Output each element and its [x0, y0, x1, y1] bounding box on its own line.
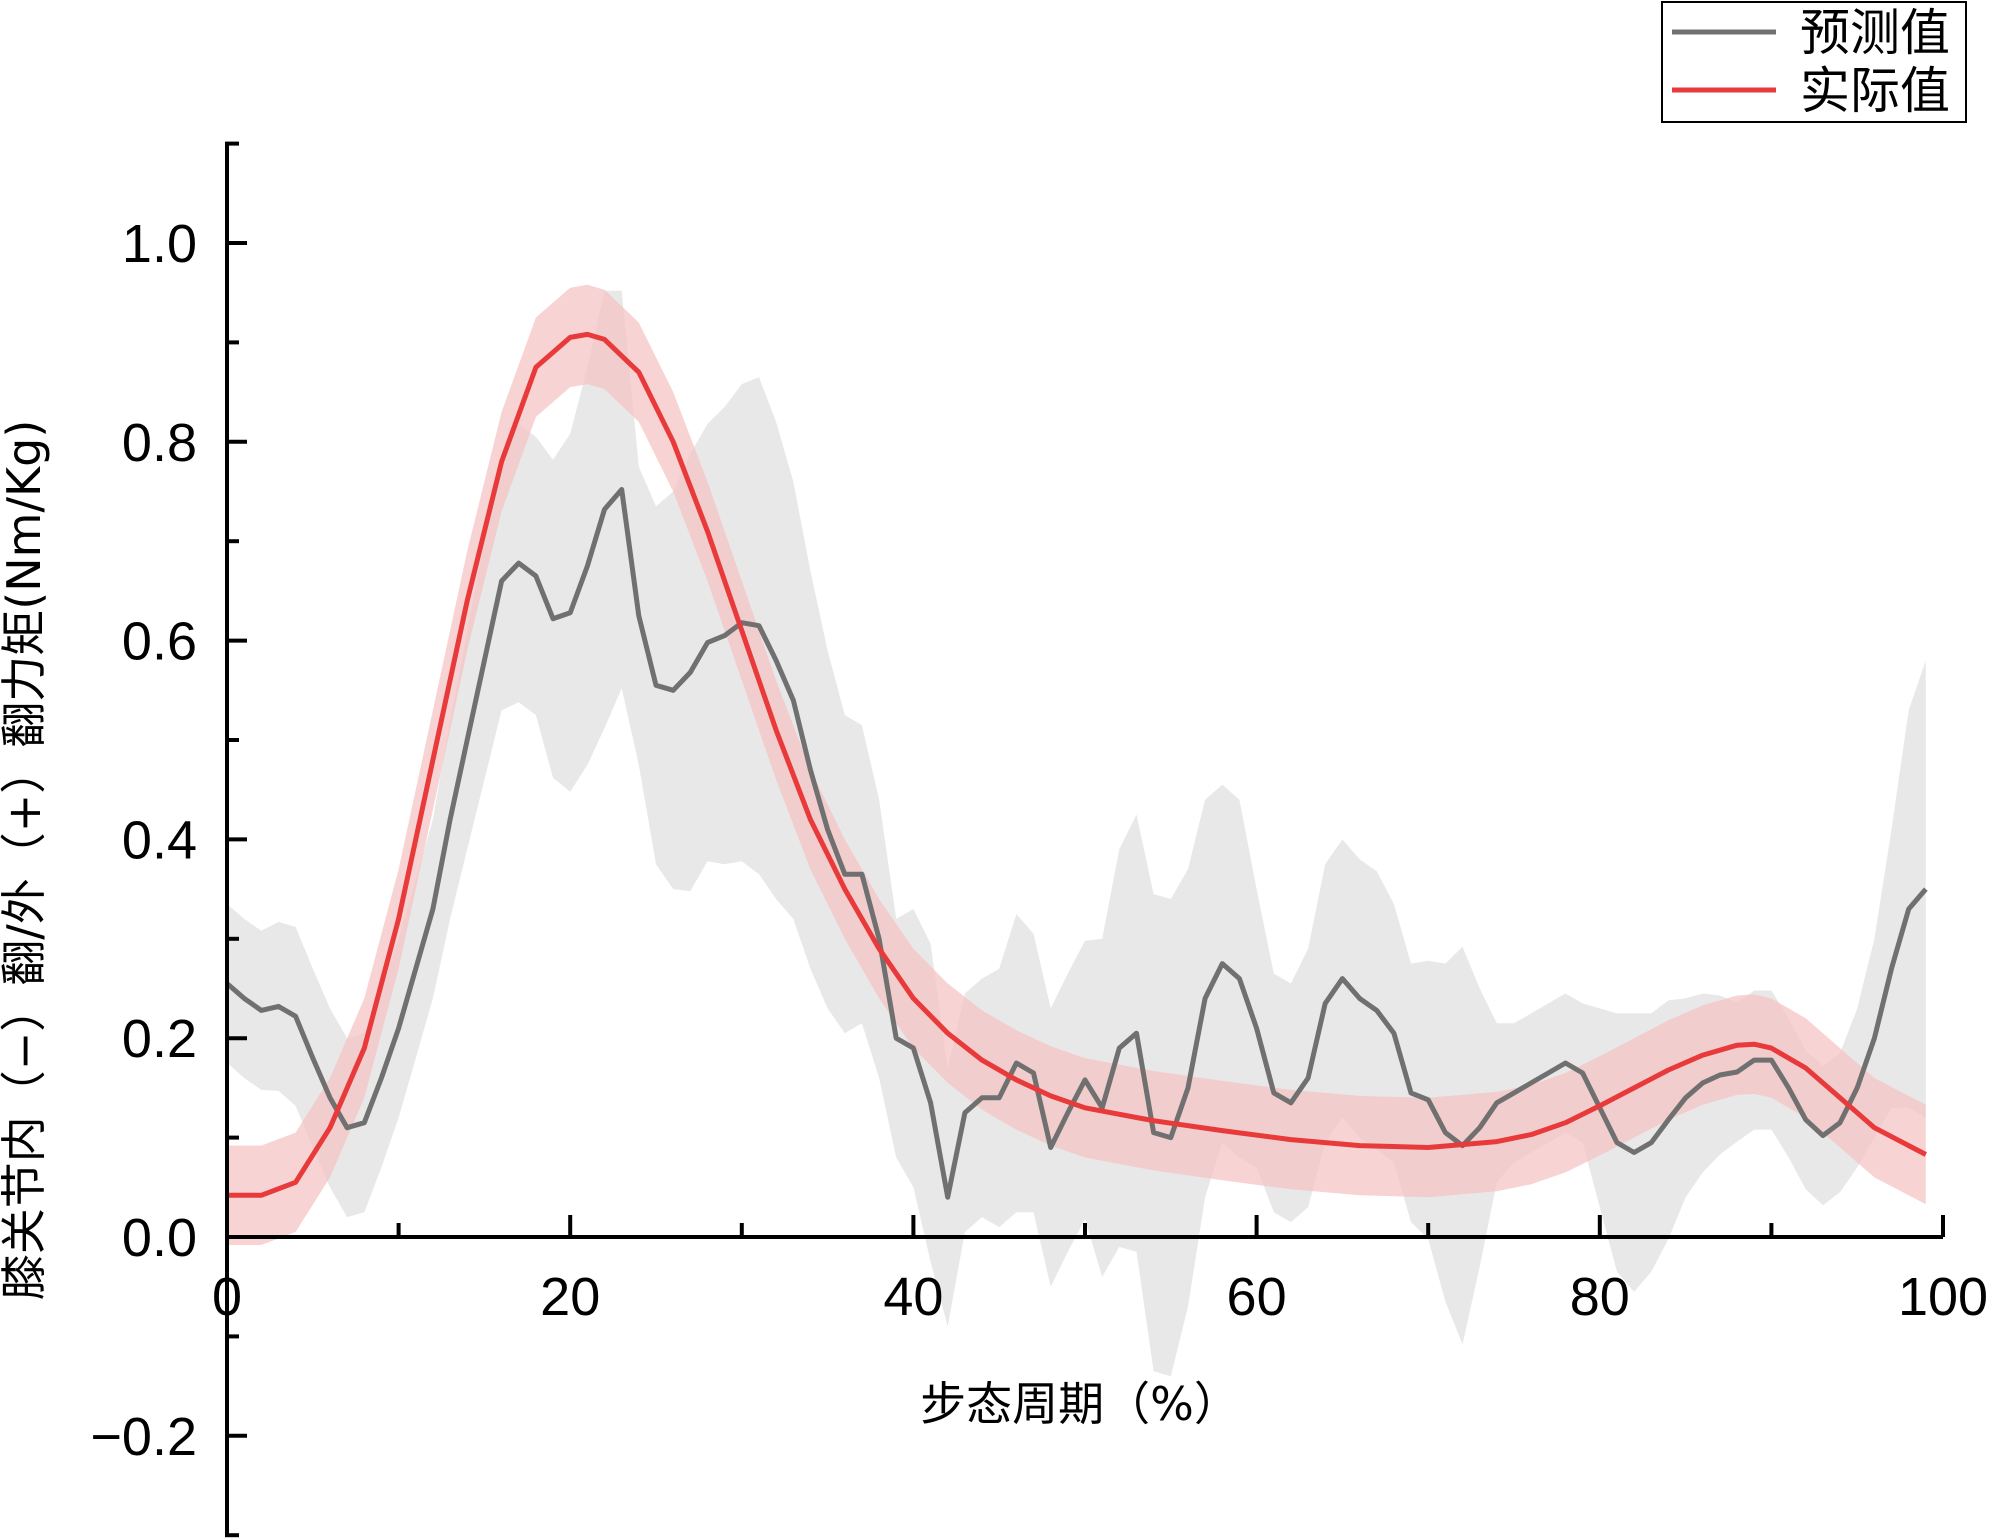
- legend: 预测值 实际值: [1661, 1, 1967, 123]
- series-lines: [225, 331, 1928, 1200]
- y-tick-label: −0.2: [90, 1407, 197, 1467]
- line-series-1: [227, 331, 1927, 1198]
- band-series-0: [227, 290, 1926, 1377]
- x-tick-label: 80: [1570, 1267, 1630, 1327]
- line-series-0: [225, 487, 1928, 1200]
- x-axis-title: 步态周期（%）: [920, 1377, 1240, 1431]
- legend-box: [1661, 1, 1967, 123]
- legend-label-actual: 实际值: [1800, 62, 1950, 120]
- x-tick-label: 0: [212, 1267, 242, 1327]
- y-axis-title: 膝关节内（−）翻/外（+）翻力矩(Nm/Kg): [0, 420, 51, 1301]
- y-tick-label: 0.4: [122, 810, 197, 870]
- legend-label-predicted: 预测值: [1800, 4, 1950, 62]
- confidence-bands: [227, 284, 1926, 1377]
- x-tick-label: 60: [1227, 1267, 1287, 1327]
- tick-labels: −0.2 0.0 0.2 0.4 0.6 0.8 1.0 0 20 40 60 80 100: [90, 214, 1988, 1467]
- y-tick-label: 0.6: [122, 612, 197, 672]
- y-tick-label: 0.0: [122, 1208, 197, 1268]
- y-tick-label: 0.8: [122, 413, 197, 473]
- x-tick-label: 20: [540, 1267, 600, 1327]
- x-tick-label: 40: [883, 1267, 943, 1327]
- axes: [225, 141, 1945, 1538]
- y-tick-label: 0.2: [122, 1009, 197, 1069]
- x-tick-label: 100: [1898, 1267, 1988, 1327]
- y-tick-label: 1.0: [122, 214, 197, 274]
